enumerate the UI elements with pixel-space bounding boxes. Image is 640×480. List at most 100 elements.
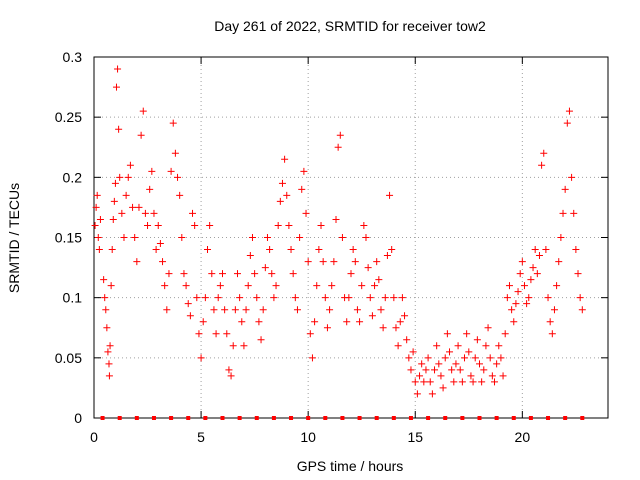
data-point	[351, 258, 359, 266]
data-point	[495, 342, 503, 350]
baseline-marker	[546, 416, 551, 420]
baseline-marker	[220, 416, 225, 420]
data-point	[94, 234, 102, 241]
data-point	[96, 215, 104, 223]
data-point	[454, 342, 462, 350]
data-point	[313, 282, 321, 290]
data-point	[137, 131, 145, 139]
baseline-markers	[100, 416, 585, 420]
data-point	[373, 258, 381, 266]
y-tick-label: 0.05	[55, 350, 82, 366]
data-point	[152, 246, 160, 254]
plot-frame	[93, 56, 609, 419]
data-point	[520, 282, 528, 290]
data-point	[223, 330, 231, 338]
data-point	[146, 185, 154, 193]
data-point	[317, 221, 325, 229]
data-point	[368, 312, 376, 320]
data-point	[229, 342, 237, 350]
data-point	[315, 246, 323, 254]
data-point	[91, 221, 99, 229]
data-point	[184, 300, 192, 308]
baseline-marker	[460, 416, 465, 420]
data-point	[523, 300, 531, 308]
data-point	[394, 342, 402, 350]
data-point	[544, 294, 552, 302]
data-point	[204, 246, 212, 254]
data-point	[281, 155, 289, 163]
data-point	[328, 282, 336, 290]
data-point	[578, 306, 586, 314]
data-point	[398, 294, 406, 302]
data-point	[349, 246, 357, 254]
data-point	[452, 360, 460, 368]
baseline-marker	[306, 416, 311, 420]
data-point	[364, 264, 372, 272]
data-point	[298, 185, 306, 193]
data-point	[518, 258, 526, 266]
data-point	[546, 318, 554, 326]
data-point	[497, 354, 505, 362]
data-point	[366, 294, 374, 302]
data-point	[148, 167, 156, 175]
data-point	[131, 234, 139, 241]
data-point	[186, 312, 194, 320]
data-point	[570, 209, 578, 217]
baseline-marker	[357, 416, 362, 420]
baseline-marker	[580, 416, 585, 420]
data-point	[308, 354, 316, 362]
data-point	[572, 246, 580, 254]
data-point	[214, 294, 222, 302]
data-point	[101, 294, 109, 302]
data-point	[287, 246, 295, 254]
baseline-marker	[134, 416, 139, 420]
data-point	[426, 378, 434, 386]
data-point	[371, 282, 379, 290]
data-point	[416, 372, 424, 380]
data-point	[559, 209, 567, 217]
data-point	[377, 306, 385, 314]
data-point	[225, 366, 233, 374]
data-point	[480, 366, 488, 374]
x-tick-label: 0	[90, 429, 98, 445]
data-point	[512, 300, 520, 308]
data-point	[116, 173, 124, 181]
data-point	[405, 354, 413, 362]
data-point	[330, 258, 338, 266]
baseline-marker	[151, 416, 156, 420]
baseline-marker	[426, 416, 431, 420]
data-point	[122, 191, 130, 199]
baseline-marker	[443, 416, 448, 420]
data-point	[450, 378, 458, 386]
data-point	[508, 306, 516, 314]
data-point	[557, 234, 565, 241]
data-point	[409, 348, 417, 356]
data-point	[413, 390, 421, 398]
data-point	[553, 282, 561, 290]
data-point	[246, 252, 254, 260]
data-point	[358, 282, 366, 290]
data-point	[126, 161, 134, 169]
data-point	[191, 221, 199, 229]
data-point	[458, 378, 466, 386]
data-point	[488, 372, 496, 380]
data-point	[227, 372, 235, 380]
data-point	[336, 131, 344, 139]
data-point	[231, 306, 239, 314]
data-point	[484, 324, 492, 332]
data-point	[441, 354, 449, 362]
data-point	[206, 221, 214, 229]
data-point	[490, 378, 498, 386]
baseline-marker	[169, 416, 174, 420]
data-point	[253, 294, 261, 302]
data-point	[561, 185, 569, 193]
data-point	[565, 107, 573, 115]
data-point	[120, 234, 128, 241]
data-point	[240, 342, 248, 350]
data-point	[311, 318, 319, 326]
data-point	[212, 330, 220, 338]
data-point	[446, 348, 454, 356]
data-point	[510, 318, 518, 326]
data-point	[199, 318, 207, 326]
